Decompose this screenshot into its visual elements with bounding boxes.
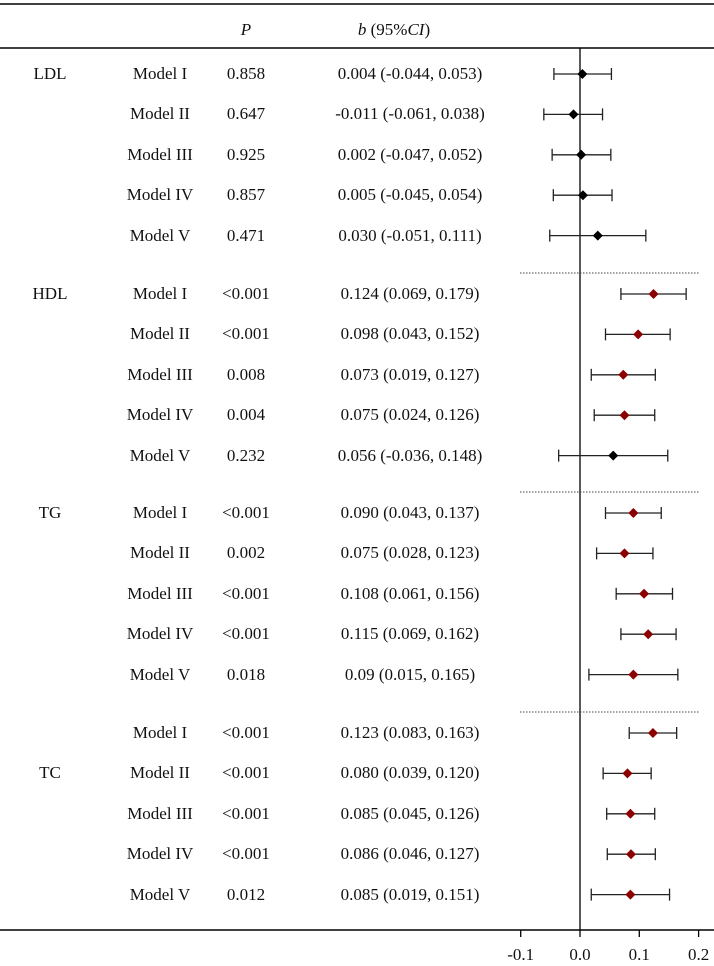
group-label-ldl: LDL — [33, 64, 67, 83]
model-label: Model III — [127, 364, 193, 384]
model-label: Model I — [132, 723, 188, 742]
model-label: Model II — [130, 324, 190, 344]
p-value: 0.002 — [226, 543, 266, 563]
estimate-ci: 0.086 (0.046, 0.127) — [340, 844, 480, 864]
estimate-ci: 0.090 (0.043, 0.137) — [340, 503, 480, 522]
p-value: 0.008 — [226, 364, 266, 384]
p-value: 0.858 — [226, 64, 266, 83]
p-value: <0.001 — [222, 324, 270, 344]
header-b-symbol: b — [357, 20, 367, 39]
point-estimate-diamond — [639, 588, 650, 599]
model-label: Model II — [130, 104, 190, 124]
point-estimate-diamond — [647, 728, 658, 738]
estimate-ci: 0.124 (0.069, 0.179) — [340, 284, 480, 303]
point-estimate-diamond — [577, 190, 588, 201]
model-label: Model I — [132, 64, 188, 83]
model-label: Model II — [130, 543, 190, 563]
p-value: 0.471 — [226, 225, 266, 245]
estimate-ci: 0.123 (0.083, 0.163) — [340, 723, 480, 742]
header-b-mid: (95% — [366, 20, 408, 39]
p-value: 0.925 — [226, 144, 266, 164]
point-estimate-diamond — [618, 369, 629, 380]
p-value: 0.857 — [226, 185, 266, 205]
p-value: <0.001 — [222, 284, 270, 303]
p-value: <0.001 — [222, 844, 270, 864]
p-value: <0.001 — [222, 583, 270, 603]
header-b: b (95%CI) — [358, 20, 430, 40]
model-label: Model V — [129, 884, 191, 904]
p-value: 0.232 — [226, 445, 266, 465]
estimate-ci: 0.080 (0.039, 0.120) — [340, 763, 480, 783]
x-tick-label: 0.0 — [569, 945, 591, 964]
p-value: <0.001 — [222, 763, 270, 783]
point-estimate-diamond — [592, 230, 603, 241]
group-label-hdl: HDL — [32, 284, 68, 303]
estimate-ci: 0.108 (0.061, 0.156) — [340, 583, 480, 603]
point-estimate-diamond — [628, 508, 639, 518]
model-label: Model I — [132, 284, 188, 303]
model-label: Model IV — [126, 844, 194, 864]
point-estimate-diamond — [643, 629, 654, 640]
estimate-ci: 0.115 (0.069, 0.162) — [340, 624, 480, 644]
estimate-ci: 0.056 (-0.036, 0.148) — [337, 445, 483, 465]
point-estimate-diamond — [577, 69, 588, 79]
header-p: P — [240, 20, 252, 39]
x-tick-label: 0.2 — [687, 945, 710, 964]
p-value: <0.001 — [222, 624, 270, 644]
estimate-ci: 0.085 (0.019, 0.151) — [340, 884, 480, 904]
group-label-tc: TC — [39, 763, 61, 783]
header-b-end: ) — [424, 20, 431, 39]
point-estimate-diamond — [608, 450, 619, 461]
model-label: Model I — [132, 503, 188, 522]
model-label: Model V — [129, 225, 191, 245]
model-label: Model V — [129, 445, 191, 465]
group-label-tg: TG — [38, 503, 62, 522]
point-estimate-diamond — [619, 548, 630, 559]
estimate-ci: 0.075 (0.024, 0.126) — [340, 405, 480, 425]
point-estimate-diamond — [625, 849, 636, 860]
model-label: Model II — [130, 763, 190, 783]
model-label: Model IV — [126, 185, 194, 205]
p-value: 0.012 — [226, 884, 266, 904]
estimate-ci: 0.09 (0.015, 0.165) — [344, 664, 476, 684]
model-label: Model III — [127, 803, 193, 823]
point-estimate-diamond — [633, 329, 644, 340]
estimate-ci: 0.005 (-0.045, 0.054) — [337, 185, 483, 205]
estimate-ci: -0.011 (-0.061, 0.038) — [335, 104, 485, 124]
estimate-ci: 0.085 (0.045, 0.126) — [340, 803, 480, 823]
estimate-ci: 0.030 (-0.051, 0.111) — [338, 225, 482, 245]
point-estimate-diamond — [628, 669, 639, 680]
x-tick-label: -0.1 — [507, 945, 535, 964]
model-label: Model IV — [126, 405, 194, 425]
model-label: Model III — [127, 583, 193, 603]
estimate-ci: 0.004 (-0.044, 0.053) — [337, 64, 483, 83]
point-estimate-diamond — [576, 149, 587, 160]
point-estimate-diamond — [625, 889, 636, 900]
estimate-ci: 0.002 (-0.047, 0.052) — [337, 144, 483, 164]
x-tick-label: 0.1 — [628, 945, 650, 964]
model-label: Model V — [129, 664, 191, 684]
p-value: <0.001 — [222, 503, 270, 522]
point-estimate-diamond — [619, 410, 630, 421]
model-label: Model III — [127, 144, 193, 164]
header-b-ci: CI — [407, 20, 425, 39]
model-label: Model IV — [126, 624, 194, 644]
p-value: 0.647 — [226, 104, 266, 124]
estimate-ci: 0.075 (0.028, 0.123) — [340, 543, 480, 563]
p-value: 0.004 — [226, 405, 266, 425]
point-estimate-diamond — [625, 808, 636, 819]
estimate-ci: 0.073 (0.019, 0.127) — [340, 364, 480, 384]
estimate-ci: 0.098 (0.043, 0.152) — [340, 324, 480, 344]
point-estimate-diamond — [568, 109, 579, 120]
p-value: 0.018 — [226, 664, 266, 684]
point-estimate-diamond — [622, 768, 633, 779]
point-estimate-diamond — [648, 289, 659, 299]
p-value: <0.001 — [222, 723, 270, 742]
p-value: <0.001 — [222, 803, 270, 823]
